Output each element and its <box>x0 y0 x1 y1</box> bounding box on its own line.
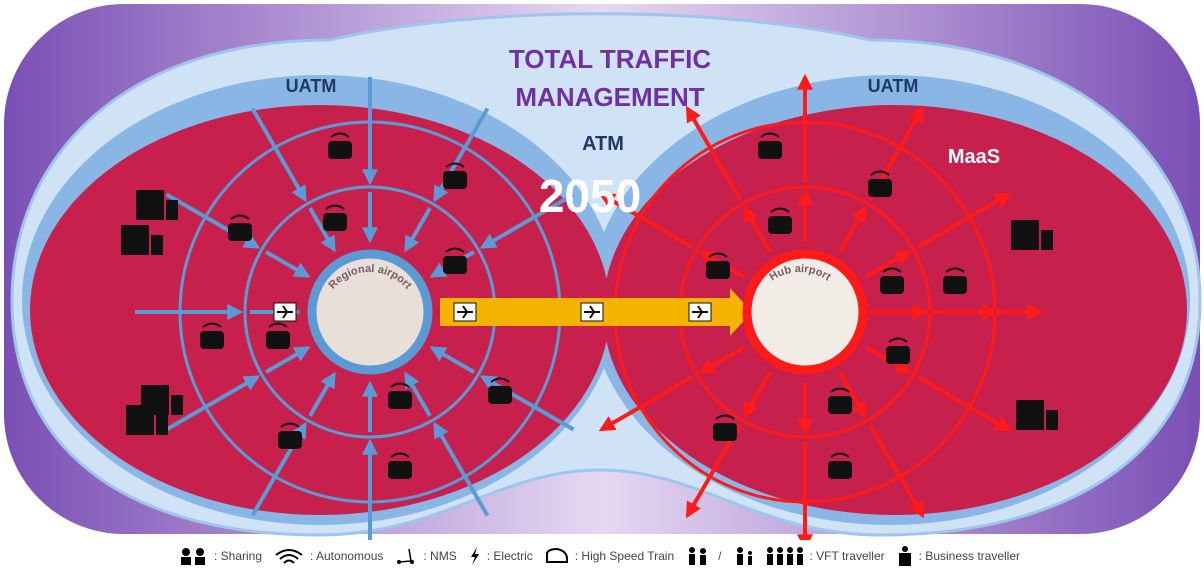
mode-icon <box>200 331 224 349</box>
icon-electric <box>469 547 481 565</box>
building-icon <box>151 235 163 255</box>
legend-text: : Electric <box>487 549 533 563</box>
mode-icon <box>758 141 782 159</box>
title-line: TOTAL TRAFFIC <box>509 44 711 74</box>
mode-icon <box>443 256 467 274</box>
building-icon <box>171 395 183 415</box>
mode-icon <box>943 276 967 294</box>
mode-icon <box>323 213 347 231</box>
legend-text: : NMS <box>423 549 456 563</box>
mode-icon <box>828 461 852 479</box>
legend-text: : Autonomous <box>310 549 383 563</box>
legend-text: : High Speed Train <box>575 549 674 563</box>
legend-text: : VFT traveller <box>810 549 885 563</box>
legend-text: : Sharing <box>214 549 262 563</box>
mode-icon <box>713 423 737 441</box>
icon-vft <box>734 547 804 565</box>
mode-icon <box>868 179 892 197</box>
building-icon <box>136 190 164 220</box>
mode-icon <box>706 261 730 279</box>
mode-icon <box>266 331 290 349</box>
icon-sharing <box>178 547 208 565</box>
uatm-label: UATM <box>868 76 919 96</box>
maas-label: MaaS <box>948 146 1000 168</box>
mode-icon <box>388 391 412 409</box>
icon-nms <box>395 547 417 565</box>
building-icon <box>121 225 149 255</box>
mode-icon <box>328 141 352 159</box>
building-icon <box>156 415 168 435</box>
mode-icon <box>228 223 252 241</box>
mode-icon <box>388 461 412 479</box>
uatm-label: UATM <box>286 76 337 96</box>
mode-icon <box>443 171 467 189</box>
legend-text: : Business traveller <box>919 549 1020 563</box>
diagram: Regional airport Hub airport TOTAL TRAFF… <box>0 0 1204 540</box>
building-icon <box>1046 410 1058 430</box>
page: Regional airport Hub airport TOTAL TRAFF… <box>0 0 1204 574</box>
mode-icon <box>278 431 302 449</box>
mode-icon <box>886 346 910 364</box>
mode-icon <box>828 396 852 414</box>
title-line: MANAGEMENT <box>515 82 704 112</box>
building-icon <box>126 405 154 435</box>
mode-icon <box>880 276 904 294</box>
icon-family <box>686 547 712 565</box>
building-icon <box>166 200 178 220</box>
icon-train <box>545 547 569 565</box>
building-icon <box>1041 230 1053 250</box>
year: 2050 <box>539 170 641 222</box>
mode-icon <box>488 386 512 404</box>
mode-icon <box>768 216 792 234</box>
icon-autonomous <box>274 547 304 565</box>
building-icon <box>1011 220 1039 250</box>
legend-text: / <box>718 549 721 563</box>
icon-business <box>897 546 913 566</box>
legend: : Sharing : Autonomous : NMS : Electric … <box>0 541 1204 571</box>
atm-label: ATM <box>582 133 624 155</box>
building-icon <box>1016 400 1044 430</box>
